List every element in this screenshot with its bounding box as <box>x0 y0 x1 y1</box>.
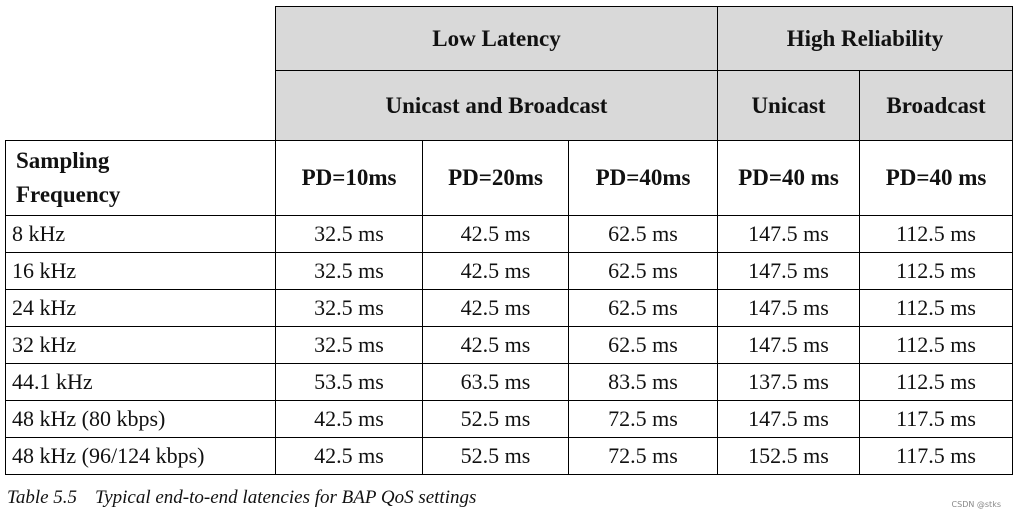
value-cell: 62.5 ms <box>568 215 718 253</box>
value-cell: 72.5 ms <box>568 437 718 475</box>
value-cell: 42.5 ms <box>422 215 569 253</box>
value-cell: 147.5 ms <box>717 215 860 253</box>
value-cell: 117.5 ms <box>858 400 1014 438</box>
data-row: 44.1 kHz 53.5 ms 63.5 ms 83.5 ms 137.5 ms 112… <box>5 363 1014 401</box>
value-cell: 32.5 ms <box>275 326 423 364</box>
value-cell: 112.5 ms <box>858 215 1014 253</box>
value-cell: 42.5 ms <box>422 326 569 364</box>
value-cell: 117.5 ms <box>858 437 1014 475</box>
value-cell: 112.5 ms <box>858 252 1014 290</box>
value-cell: 147.5 ms <box>717 289 860 327</box>
value-cell: 147.5 ms <box>717 326 860 364</box>
row-label: 24 kHz <box>5 289 276 327</box>
row-label: 32 kHz <box>5 326 276 364</box>
column-header: PD=40ms <box>568 140 718 216</box>
caption-text: Typical end-to-end latencies for BAP QoS… <box>95 487 477 508</box>
value-cell: 147.5 ms <box>717 252 860 290</box>
value-cell: 112.5 ms <box>858 289 1014 327</box>
row-label: 48 kHz (96/124 kbps) <box>5 437 276 475</box>
value-cell: 42.5 ms <box>275 400 423 438</box>
caption: Table 5.5 Typical end-to-end latencies fo… <box>7 487 476 509</box>
value-cell: 52.5 ms <box>422 437 569 475</box>
caption-label: Table 5.5 <box>7 487 78 508</box>
value-cell: 32.5 ms <box>275 252 423 290</box>
data-row: 24 kHz 32.5 ms 42.5 ms 62.5 ms 147.5 ms 112.5… <box>5 289 1014 327</box>
data-row: 32 kHz 32.5 ms 42.5 ms 62.5 ms 147.5 ms 112.5… <box>5 326 1014 364</box>
column-header: PD=40 ms <box>858 140 1014 216</box>
value-cell: 112.5 ms <box>858 326 1014 364</box>
header-row: Low Latency High Reliability <box>5 6 1014 141</box>
group-header: High Reliability <box>716 6 1014 71</box>
header-row: Sampling Frequency PD=10ms PD=20ms PD=40ms P… <box>5 140 1014 216</box>
value-cell: 53.5 ms <box>275 363 423 401</box>
data-row: 48 kHz (80 kbps) 42.5 ms 52.5 ms 72.5 ms 147… <box>5 400 1014 438</box>
value-cell: 32.5 ms <box>275 289 423 327</box>
header-row: Unicast and Broadcast Unicast Broadcast <box>6 70 1014 141</box>
column-header-text: Sampling Frequency <box>16 148 121 207</box>
sub-header: Broadcast <box>858 70 1014 141</box>
column-header: Sampling Frequency <box>5 140 276 216</box>
sub-header: Unicast and Broadcast <box>275 70 718 141</box>
row-label: 44.1 kHz <box>5 363 276 401</box>
data-row: 16 kHz 32.5 ms 42.5 ms 62.5 ms 147.5 ms 112.5… <box>5 252 1014 290</box>
sub-header: Unicast <box>717 70 860 141</box>
value-cell: 137.5 ms <box>717 363 860 401</box>
value-cell: 62.5 ms <box>568 326 718 364</box>
row-label: 48 kHz (80 kbps) <box>5 400 276 438</box>
data-row: 8 kHz 32.5 ms 42.5 ms 62.5 ms 147.5 ms 112.5 … <box>5 215 1014 253</box>
table-body: Low Latency High Reliability Unicast and B… <box>5 6 1014 475</box>
value-cell: 52.5 ms <box>422 400 569 438</box>
value-cell: 63.5 ms <box>422 363 569 401</box>
column-header: PD=10ms <box>275 140 423 216</box>
group-header: Low Latency <box>275 6 718 71</box>
value-cell: 112.5 ms <box>858 363 1014 401</box>
value-cell: 83.5 ms <box>568 363 718 401</box>
column-header: PD=40 ms <box>717 140 860 216</box>
row-label: 8 kHz <box>5 215 276 253</box>
row-label: 16 kHz <box>5 252 276 290</box>
value-cell: 147.5 ms <box>717 400 860 438</box>
column-header: PD=20ms <box>422 140 569 216</box>
value-cell: 42.5 ms <box>422 252 569 290</box>
blank-cell <box>5 6 276 141</box>
value-cell: 32.5 ms <box>275 215 423 253</box>
latency-table: Low Latency High Reliability Unicast and B… <box>5 6 1014 475</box>
value-cell: 42.5 ms <box>422 289 569 327</box>
value-cell: 72.5 ms <box>568 400 718 438</box>
watermark: CSDN @stks <box>951 500 1001 509</box>
value-cell: 62.5 ms <box>568 289 718 327</box>
value-cell: 62.5 ms <box>568 252 718 290</box>
value-cell: 152.5 ms <box>717 437 860 475</box>
value-cell: 42.5 ms <box>275 437 423 475</box>
data-row: 48 kHz (96/124 kbps) 42.5 ms 52.5 ms 72.5 m… <box>5 437 1014 475</box>
